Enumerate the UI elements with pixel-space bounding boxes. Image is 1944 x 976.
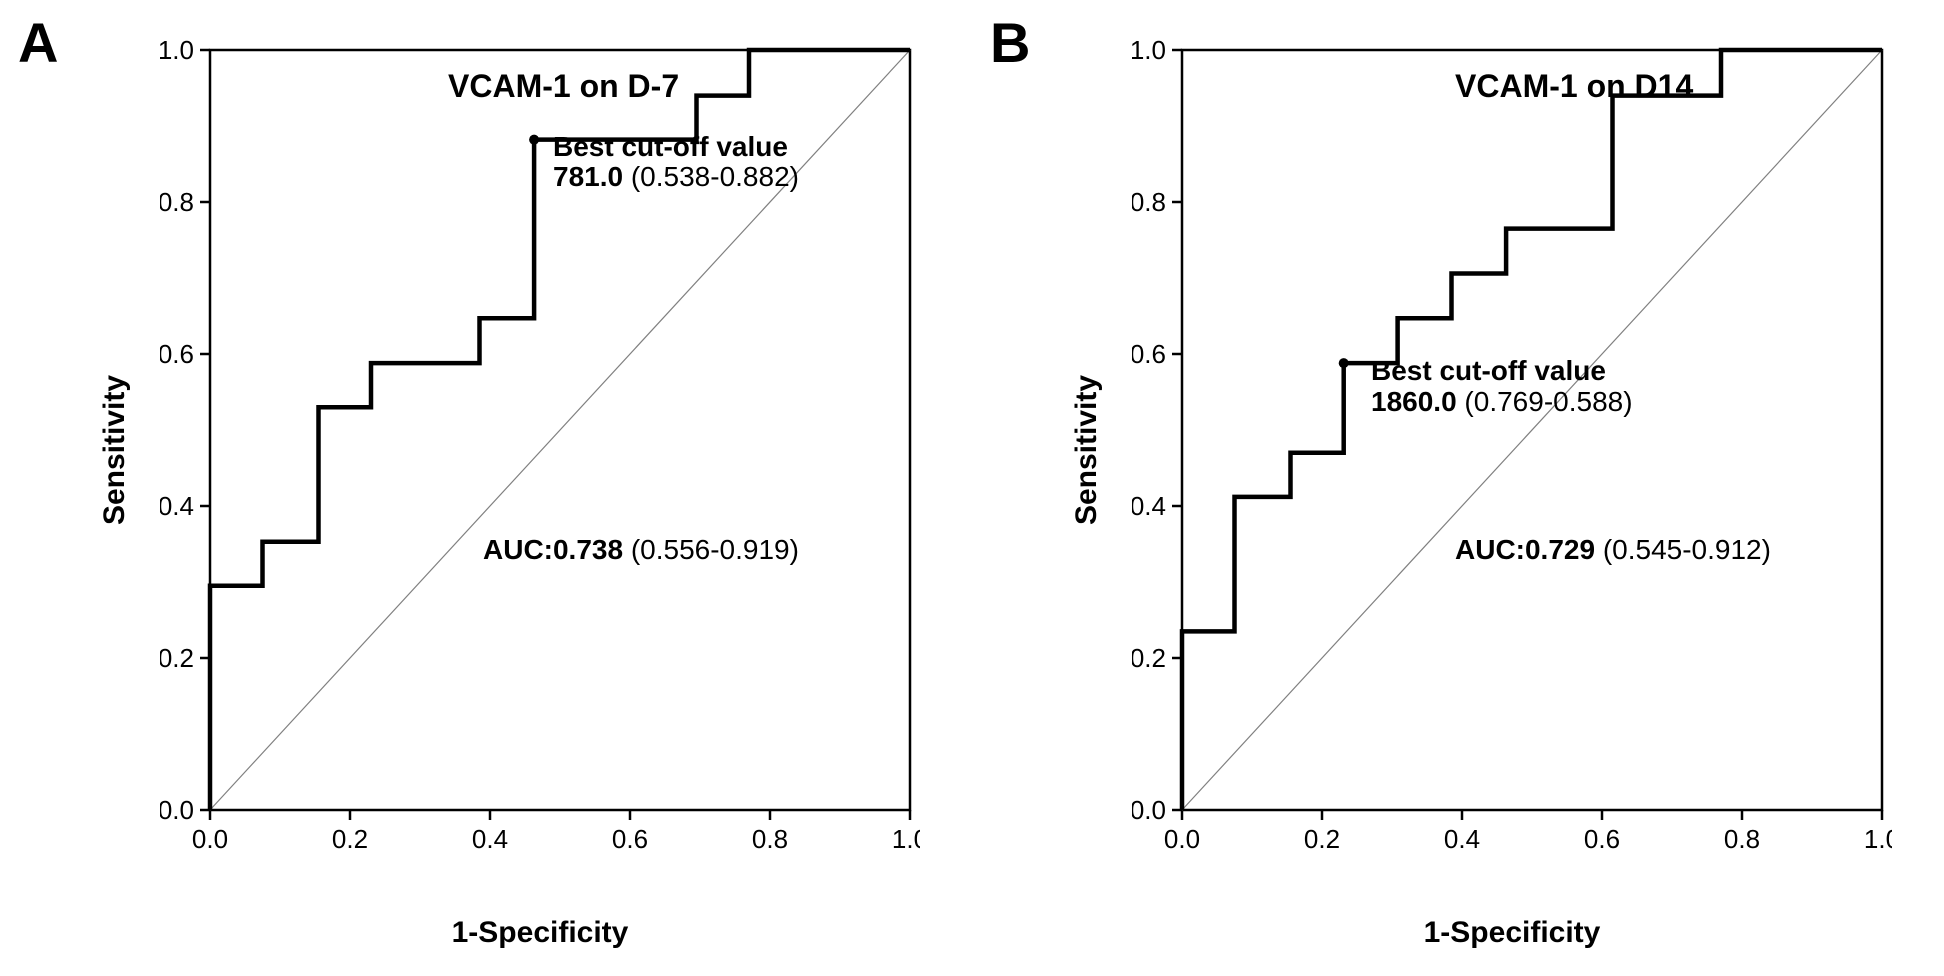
figure-container: A 0.0 0.2 0.4 0.6 0.8 1.0 0.0 0.2 0.4 0.6 0.8 1.0 S… [0,0,1944,976]
svg-text:0.6: 0.6 [160,339,194,369]
cutoff-value-b: 1860.0 [1371,386,1457,417]
plot-area-b: 0.00.20.40.60.81.00.00.20.40.60.81.0 Sen… [1132,40,1892,860]
panel-b: B 0.0 0.2 0.4 0.6 0.8 1.0 0.0 0.2 0.4 0.6 0.8 1.0 S… [972,0,1944,976]
svg-text:1.0: 1.0 [1132,40,1166,65]
svg-text:0.2: 0.2 [1304,824,1340,854]
cutoff-line1-a: Best cut-off value [553,131,788,163]
xlabel-b: 1-Specificity [1132,916,1892,950]
auc-label-b: AUC:0.729 (0.545-0.912) [1455,534,1771,566]
svg-text:0.6: 0.6 [1584,824,1620,854]
svg-text:0.2: 0.2 [160,643,194,673]
svg-text:0.8: 0.8 [1132,187,1166,217]
svg-text:1.0: 1.0 [160,40,194,65]
svg-text:0.8: 0.8 [752,824,788,854]
svg-text:1.0: 1.0 [1864,824,1892,854]
cutoff-ci-a: (0.538-0.882) [631,161,799,192]
svg-text:1.0: 1.0 [892,824,920,854]
auc-value-a: AUC:0.738 [483,534,623,565]
svg-text:0.6: 0.6 [1132,339,1166,369]
auc-value-b: AUC:0.729 [1455,534,1595,565]
plot-title-b: VCAM-1 on D14 [1455,68,1693,105]
auc-ci-a: (0.556-0.919) [631,534,799,565]
svg-text:0.4: 0.4 [160,491,194,521]
svg-text:0.8: 0.8 [1724,824,1760,854]
ylabel-b: Sensitivity [1070,375,1104,525]
cutoff-ci-b: (0.769-0.588) [1464,386,1632,417]
xlabel-a: 1-Specificity [160,916,920,950]
cutoff-line2-a: 781.0 (0.538-0.882) [553,161,799,193]
cutoff-value-a: 781.0 [553,161,623,192]
auc-label-a: AUC:0.738 (0.556-0.919) [483,534,799,566]
svg-text:0.4: 0.4 [1444,824,1480,854]
auc-ci-b: (0.545-0.912) [1603,534,1771,565]
roc-svg-b: 0.0 0.2 0.4 0.6 0.8 1.0 0.0 0.2 0.4 0.6 0.8 1.0 [1132,40,1892,860]
svg-text:0.4: 0.4 [472,824,508,854]
svg-text:0.0: 0.0 [1164,824,1200,854]
roc-svg-a: 0.0 0.2 0.4 0.6 0.8 1.0 0.0 0.2 0.4 0.6 0.8 1.0 [160,40,920,860]
svg-text:0.4: 0.4 [1132,491,1166,521]
panel-a: A 0.0 0.2 0.4 0.6 0.8 1.0 0.0 0.2 0.4 0.6 0.8 1.0 S… [0,0,972,976]
plot-title-a: VCAM-1 on D-7 [448,68,679,105]
ylabel-a: Sensitivity [98,375,132,525]
svg-text:0.0: 0.0 [192,824,228,854]
plot-area-a: 0.00.20.40.60.81.00.00.20.40.60.81.0 Sen… [160,40,920,860]
svg-text:0.0: 0.0 [160,795,194,825]
svg-text:0.6: 0.6 [612,824,648,854]
panel-letter-a: A [18,10,58,75]
svg-text:0.2: 0.2 [1132,643,1166,673]
svg-text:0.0: 0.0 [1132,795,1166,825]
cutoff-line2-b: 1860.0 (0.769-0.588) [1371,386,1633,418]
panel-letter-b: B [990,10,1030,75]
cutoff-line1-b: Best cut-off value [1371,355,1606,387]
svg-text:0.2: 0.2 [332,824,368,854]
svg-text:0.8: 0.8 [160,187,194,217]
